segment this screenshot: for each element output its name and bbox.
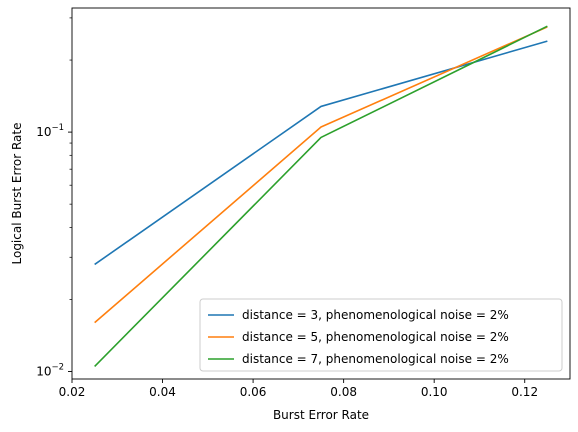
x-axis-ticks: 0.02 0.04 0.06 0.08 0.10 0.12 (59, 379, 538, 399)
legend-label: distance = 3, phenomenological noise = 2… (242, 308, 509, 322)
x-tick-label: 0.02 (59, 385, 86, 399)
series-lines (94, 25, 548, 367)
legend: distance = 3, phenomenological noise = 2… (199, 298, 563, 372)
y-axis-ticks: 10−2 10−1 (36, 17, 72, 378)
legend-label: distance = 5, phenomenological noise = 2… (242, 330, 509, 344)
x-tick-label: 0.06 (240, 385, 267, 399)
plot-frame (71, 7, 571, 380)
x-tick-label: 0.08 (330, 385, 357, 399)
y-tick-label: 10−2 (36, 362, 64, 378)
x-tick-label: 0.04 (149, 385, 176, 399)
legend-label: distance = 7, phenomenological noise = 2… (242, 352, 509, 366)
y-tick-label: 10−1 (36, 123, 64, 139)
series-line-2 (94, 26, 548, 324)
y-axis-label: Logical Burst Error Rate (10, 123, 24, 265)
x-tick-label: 0.10 (421, 385, 448, 399)
legend-box (199, 298, 563, 372)
x-tick-label: 0.12 (511, 385, 538, 399)
series-line-3 (94, 25, 548, 367)
x-axis-label: Burst Error Rate (273, 408, 369, 422)
